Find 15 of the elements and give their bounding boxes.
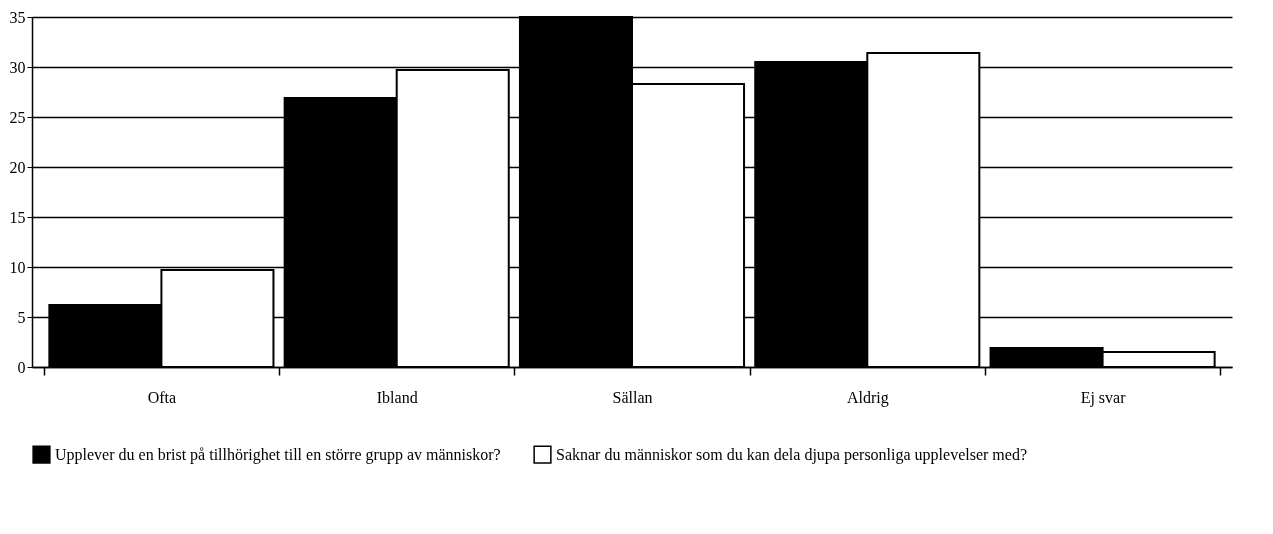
x-tick-label: Ofta (147, 388, 177, 406)
y-tick-label: 0 (17, 358, 26, 376)
legend-label: Saknar du människor som du kan dela djupa personliga upplevelser med? (556, 445, 1027, 464)
y-tick-label: 25 (9, 108, 26, 126)
x-tick-label: Aldrig (846, 388, 889, 407)
y-tick-label: 10 (9, 258, 26, 276)
y-tick-label: 5 (17, 308, 26, 326)
x-tick-label: Ej svar (1080, 388, 1127, 407)
y-tick-label: 20 (9, 158, 26, 176)
x-tick-label: Ibland (376, 388, 418, 406)
legend-label: Upplever du en brist på tillhörighet till en större grupp av människor? (55, 445, 501, 464)
y-tick-label: 35 (9, 8, 26, 26)
y-tick-label: 30 (9, 58, 26, 76)
x-tick-label: Sällan (612, 388, 653, 406)
y-tick-label: 15 (9, 208, 26, 226)
